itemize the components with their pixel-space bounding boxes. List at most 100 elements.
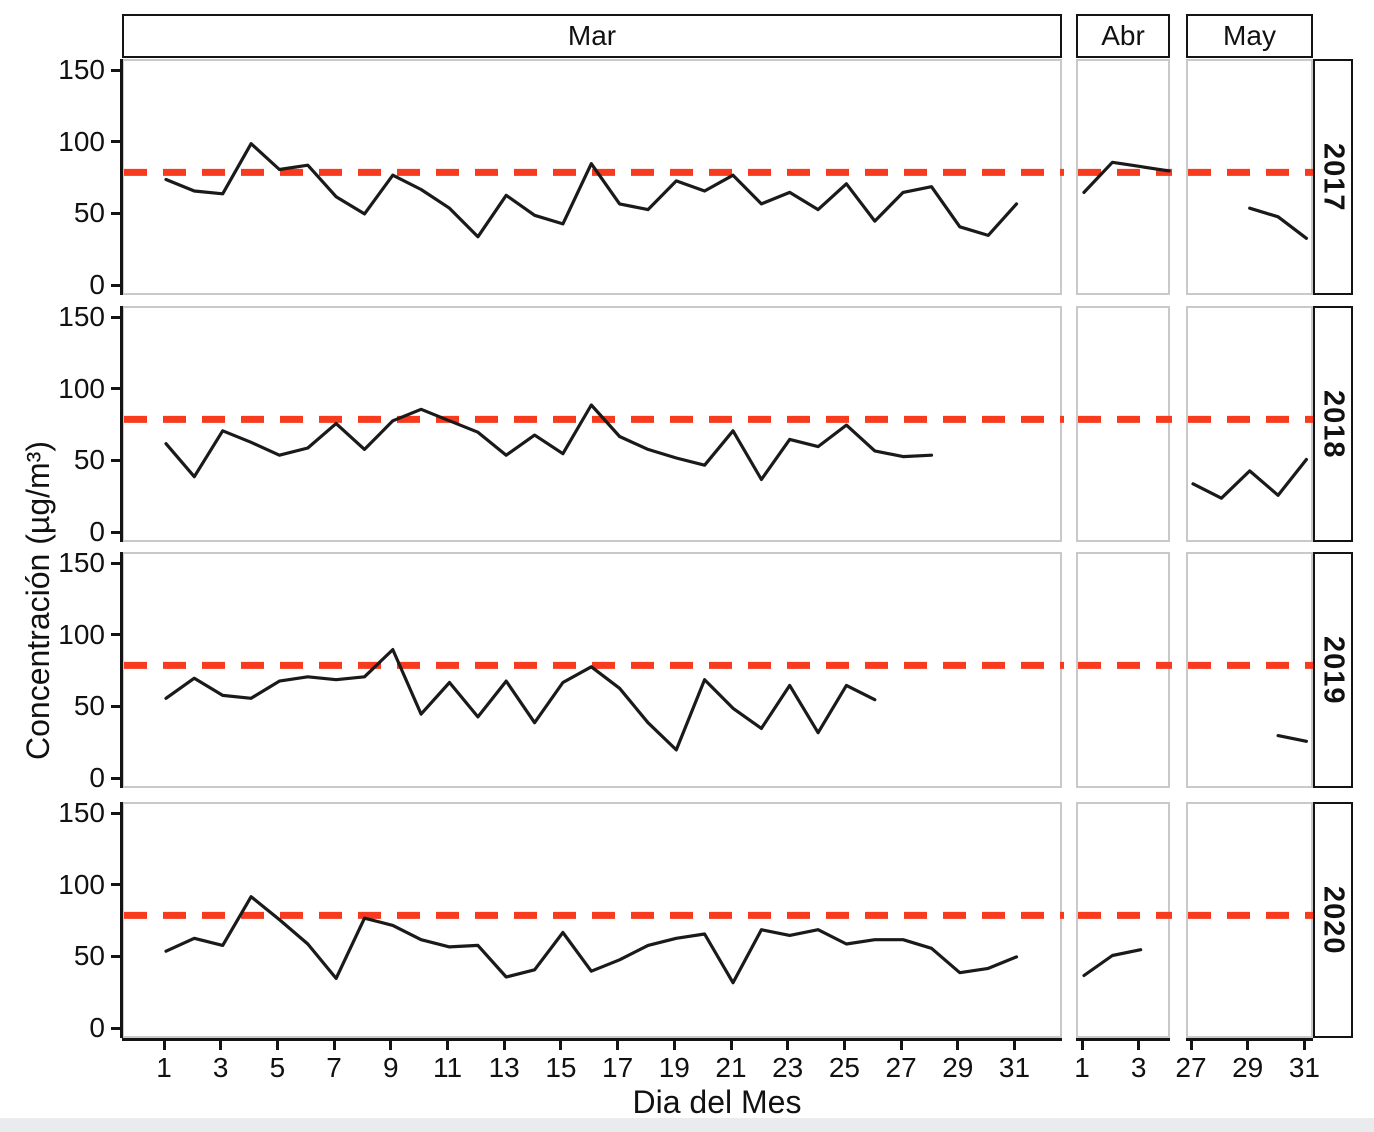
concentration-line (1082, 160, 1171, 194)
x-tick-label: 23 (772, 1052, 804, 1083)
panel-canvas (124, 142, 1064, 239)
x-tick-label: 29 (942, 1052, 974, 1083)
panel-canvas (124, 647, 1064, 752)
x-tick-label: 13 (488, 1052, 520, 1083)
x-tick-mark (1302, 1041, 1306, 1050)
panel-2019-abr (1076, 552, 1172, 788)
x-tick-label: 17 (602, 1052, 634, 1083)
panel-2020-may (1186, 802, 1315, 1038)
panel-2018-abr (1076, 306, 1172, 542)
y-tick-mark (111, 704, 120, 708)
x-tick-mark (502, 1041, 506, 1050)
facet-strip-label: Mar (567, 20, 617, 51)
x-tick-label: 27 (885, 1052, 917, 1083)
x-tick-mark (559, 1041, 563, 1050)
x-tick-label: 3 (1130, 1052, 1147, 1083)
y-tick-label: 50 (73, 444, 105, 476)
y-tick-label: 0 (89, 516, 105, 547)
x-tick-label: 7 (326, 1052, 342, 1083)
concentration-line (1191, 457, 1309, 500)
facet-strip-year-2018: 2018 (1313, 306, 1353, 542)
x-tick-label: 5 (269, 1052, 286, 1083)
y-tick-mark (111, 1026, 120, 1030)
panel-canvas (1188, 415, 1315, 500)
panel-2017-may (1186, 59, 1315, 295)
x-tick-label: 31 (998, 1052, 1031, 1083)
panel-canvas (1078, 160, 1172, 194)
y-tick-mark (111, 561, 120, 565)
y-tick-mark (111, 954, 120, 958)
x-tick-label: 25 (828, 1052, 860, 1083)
panel-canvas (124, 403, 1064, 482)
y-tick-mark (111, 530, 120, 534)
y-tick-label: 150 (58, 797, 105, 828)
y-axis-line (120, 306, 123, 542)
panel-2020-mar (122, 802, 1064, 1038)
y-tick-mark (111, 776, 120, 780)
x-tick-mark (1137, 1041, 1141, 1050)
y-tick-mark (111, 458, 120, 462)
x-tick-mark (1189, 1041, 1193, 1050)
x-tick-mark (956, 1041, 960, 1050)
x-tick-mark (786, 1041, 790, 1050)
y-tick-label: 50 (73, 940, 105, 972)
y-tick-label: 0 (89, 1012, 105, 1043)
x-tick-mark (332, 1041, 336, 1050)
x-axis-line (122, 1038, 1062, 1041)
facet-strip-may: May (1186, 14, 1313, 58)
y-axis-line (120, 552, 123, 788)
panel-2017-abr (1076, 59, 1172, 295)
y-tick-mark (111, 633, 120, 637)
x-tick-mark (389, 1041, 393, 1050)
x-tick-mark (275, 1041, 279, 1050)
facet-strip-year-label: 2020 (1317, 885, 1350, 955)
y-tick-label: 0 (89, 269, 105, 300)
y-tick-label: 0 (89, 762, 105, 793)
x-axis-line (1186, 1038, 1313, 1041)
concentration-line (164, 895, 1019, 985)
y-tick-mark (111, 283, 120, 287)
x-tick-label: 27 (1175, 1052, 1207, 1083)
x-tick-mark (162, 1041, 166, 1050)
x-tick-label: 11 (432, 1052, 463, 1083)
x-tick-mark (1246, 1041, 1250, 1050)
y-tick-label: 150 (58, 54, 105, 85)
y-tick-label: 50 (73, 690, 105, 722)
facet-strip-year-label: 2019 (1317, 635, 1350, 705)
concentration-line (1082, 948, 1143, 978)
y-tick-label: 100 (58, 868, 105, 900)
facet-strip-year-2020: 2020 (1313, 802, 1353, 1038)
facet-strip-year-label: 2017 (1317, 142, 1350, 212)
window-edge-bar (0, 1118, 1374, 1132)
panel-canvas (1188, 911, 1315, 919)
x-tick-label: 15 (545, 1052, 577, 1083)
x-tick-label: 21 (715, 1052, 747, 1083)
panel-2017-mar (122, 59, 1064, 295)
facet-strip-label: May (1223, 20, 1276, 51)
concentration-line (1276, 734, 1309, 743)
y-tick-label: 50 (73, 197, 105, 229)
y-tick-mark (111, 315, 120, 319)
panel-canvas (1078, 661, 1172, 669)
x-tick-label: 19 (658, 1052, 690, 1083)
y-tick-label: 150 (58, 301, 105, 332)
y-axis-line (120, 802, 123, 1038)
x-axis-line (1076, 1038, 1170, 1041)
x-tick-mark (1080, 1041, 1084, 1050)
y-tick-mark (111, 883, 120, 887)
concentration-line (164, 142, 1019, 239)
x-axis-title: Dia del Mes (632, 1084, 802, 1120)
facet-strip-year-2017: 2017 (1313, 59, 1353, 295)
facet-strip-mar: Mar (122, 14, 1062, 58)
concentration-line (164, 647, 877, 752)
panel-2018-mar (122, 306, 1064, 542)
y-tick-label: 150 (58, 547, 105, 578)
x-tick-mark (1013, 1041, 1016, 1050)
y-tick-mark (111, 811, 120, 815)
x-tick-label: 1 (1074, 1052, 1090, 1083)
x-tick-mark (219, 1041, 223, 1050)
x-tick-mark (616, 1041, 620, 1050)
x-tick-label: 3 (212, 1052, 229, 1083)
concentration-line (1248, 206, 1309, 240)
